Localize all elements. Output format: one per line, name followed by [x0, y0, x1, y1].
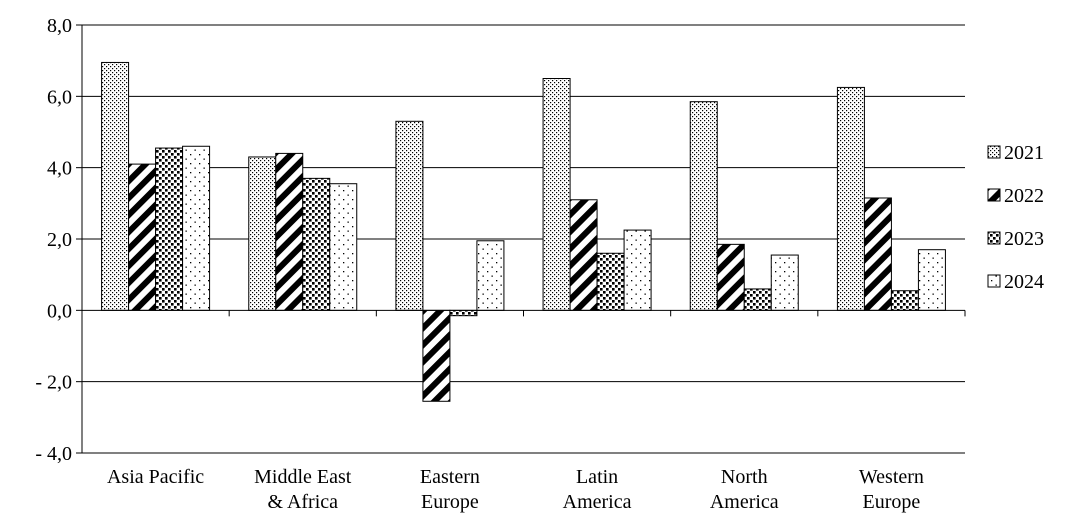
bar-2023-1	[302, 177, 331, 311]
y-tick-label: 0,0	[47, 300, 72, 322]
bar-2023-2	[449, 309, 478, 317]
bar-2023-0	[155, 147, 184, 311]
category-label: Europe	[863, 491, 921, 513]
bar-2024-3	[623, 229, 652, 311]
y-tick-label: 4,0	[47, 158, 72, 180]
legend-swatch-2021	[987, 145, 1001, 159]
bar-2024-1	[329, 183, 358, 311]
category-label: America	[563, 491, 632, 513]
bar-2021-3	[542, 78, 571, 311]
bar-2022-1	[275, 152, 304, 311]
bar-2024-0	[182, 145, 211, 311]
legend-label: 2022	[1004, 185, 1044, 207]
y-tick-label: 2,0	[47, 229, 72, 251]
legend-label: 2023	[1004, 228, 1044, 250]
category-label: & Africa	[267, 491, 338, 513]
legend: 2021 2022 2023 2024	[987, 142, 1044, 293]
legend-label: 2021	[1004, 142, 1044, 164]
bar-2021-5	[836, 86, 865, 311]
category-label: America	[710, 491, 779, 513]
category-label: Middle East	[254, 466, 352, 488]
bar-2024-4	[770, 254, 799, 311]
axes	[76, 24, 966, 454]
y-tick-label: 6,0	[47, 86, 72, 108]
category-label: North	[721, 466, 768, 488]
category-label: Europe	[421, 491, 479, 513]
y-tick-label: - 2,0	[35, 372, 72, 394]
bar-2022-4	[716, 243, 745, 311]
y-tick-label: 8,0	[47, 15, 72, 37]
bar-2021-0	[101, 61, 130, 311]
bar-2021-1	[248, 156, 277, 311]
bar-2022-3	[569, 199, 598, 311]
bar-2021-2	[395, 120, 424, 311]
category-label: Eastern	[420, 466, 480, 488]
bar-2024-2	[476, 240, 505, 311]
bar-2022-5	[863, 197, 892, 311]
category-label: Western	[859, 466, 924, 488]
bar-2023-3	[596, 252, 625, 311]
bar-2022-0	[128, 163, 157, 311]
y-tick-label: - 4,0	[35, 443, 72, 465]
legend-swatch-2024	[987, 274, 1001, 288]
bar-2022-2	[422, 309, 451, 402]
category-label: Latin	[576, 466, 618, 488]
bar-2021-4	[689, 101, 718, 311]
category-label: Asia Pacific	[107, 466, 204, 488]
legend-swatch-2022	[987, 188, 1001, 202]
y-axis-tick-labels: 8,0 6,0 4,0 2,0 0,0 - 2,0 - 4,0	[35, 15, 72, 465]
x-axis-category-labels: Asia Pacific Middle East & Africa Eastern Eu…	[107, 466, 924, 513]
bars	[101, 61, 946, 402]
gridlines	[82, 24, 965, 454]
bar-2023-4	[743, 288, 772, 311]
legend-swatch-2023	[987, 231, 1001, 245]
legend-label: 2024	[1004, 271, 1044, 293]
bar-2023-5	[890, 290, 919, 311]
bar-2024-5	[917, 249, 946, 311]
